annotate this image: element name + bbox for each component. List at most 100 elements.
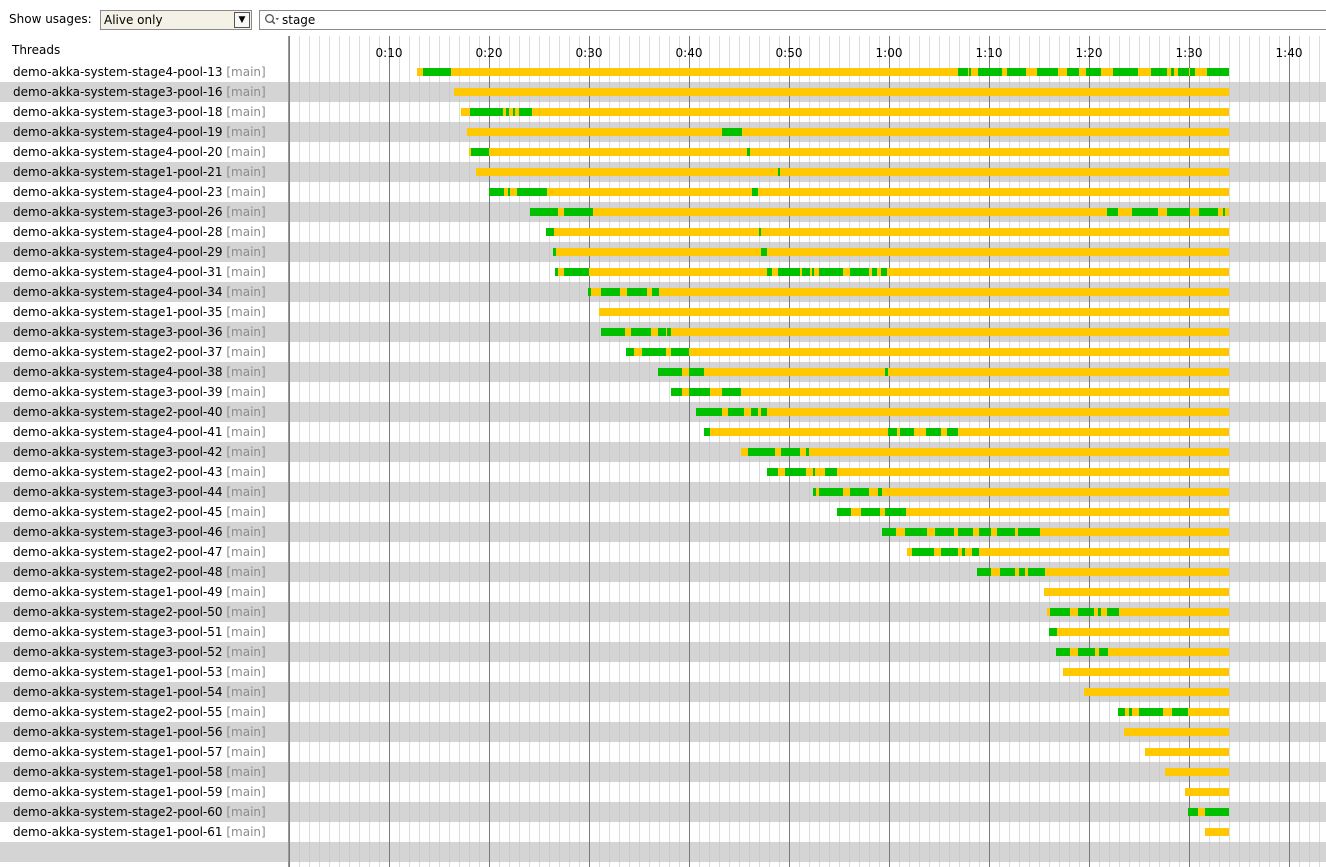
thread-waiting-bar[interactable] <box>1205 828 1229 836</box>
thread-running-segment[interactable] <box>1118 708 1125 716</box>
thread-running-segment[interactable] <box>767 468 778 476</box>
thread-row-label[interactable]: demo-akka-system-stage2-pool-45 [main] <box>13 502 266 522</box>
thread-running-segment[interactable] <box>722 128 742 136</box>
thread-running-segment[interactable] <box>813 488 816 496</box>
thread-waiting-bar[interactable] <box>671 388 1229 396</box>
thread-row-label[interactable]: demo-akka-system-stage4-pool-29 [main] <box>13 242 266 262</box>
thread-waiting-bar[interactable] <box>1056 648 1229 656</box>
thread-row-label[interactable]: demo-akka-system-stage4-pool-19 [main] <box>13 122 266 142</box>
thread-running-segment[interactable] <box>759 228 761 236</box>
thread-row-label[interactable]: demo-akka-system-stage4-pool-13 [main] <box>13 62 266 82</box>
thread-running-segment[interactable] <box>888 428 897 436</box>
thread-running-segment[interactable] <box>878 488 882 496</box>
thread-row-label[interactable]: demo-akka-system-stage1-pool-35 [main] <box>13 302 266 322</box>
thread-waiting-bar[interactable] <box>467 128 1229 136</box>
thread-running-segment[interactable] <box>802 268 810 276</box>
thread-row-label[interactable]: demo-akka-system-stage1-pool-54 [main] <box>13 682 266 702</box>
thread-row-label[interactable]: demo-akka-system-stage3-pool-46 [main] <box>13 522 266 542</box>
thread-running-segment[interactable] <box>767 268 772 276</box>
thread-running-segment[interactable] <box>1049 628 1057 636</box>
thread-running-segment[interactable] <box>1132 208 1158 216</box>
thread-running-segment[interactable] <box>813 468 815 476</box>
thread-row-label[interactable]: demo-akka-system-stage3-pool-18 [main] <box>13 102 266 122</box>
thread-row-label[interactable]: demo-akka-system-stage4-pool-23 [main] <box>13 182 266 202</box>
thread-running-segment[interactable] <box>564 208 593 216</box>
thread-running-segment[interactable] <box>1167 208 1190 216</box>
thread-waiting-bar[interactable] <box>1063 668 1229 676</box>
thread-row-label[interactable]: demo-akka-system-stage1-pool-53 [main] <box>13 662 266 682</box>
thread-running-segment[interactable] <box>1172 708 1188 716</box>
thread-running-segment[interactable] <box>517 188 547 196</box>
thread-running-segment[interactable] <box>1067 68 1079 76</box>
thread-running-segment[interactable] <box>658 328 666 336</box>
thread-waiting-bar[interactable] <box>977 568 1229 576</box>
thread-running-segment[interactable] <box>972 548 979 556</box>
thread-row-label[interactable]: demo-akka-system-stage3-pool-26 [main] <box>13 202 266 222</box>
thread-row-label[interactable]: demo-akka-system-stage2-pool-47 [main] <box>13 542 266 562</box>
thread-running-segment[interactable] <box>728 408 744 416</box>
thread-running-segment[interactable] <box>1056 648 1070 656</box>
thread-row-label[interactable]: demo-akka-system-stage3-pool-42 [main] <box>13 442 266 462</box>
thread-running-segment[interactable] <box>588 288 591 296</box>
thread-running-segment[interactable] <box>1113 68 1138 76</box>
thread-waiting-bar[interactable] <box>489 188 1229 196</box>
thread-row-label[interactable]: demo-akka-system-stage2-pool-60 [main] <box>13 802 266 822</box>
thread-waiting-bar[interactable] <box>882 528 1229 536</box>
thread-running-segment[interactable] <box>850 268 869 276</box>
thread-running-segment[interactable] <box>785 468 806 476</box>
thread-running-segment[interactable] <box>900 428 914 436</box>
thread-running-segment[interactable] <box>652 288 659 296</box>
thread-row-label[interactable]: demo-akka-system-stage3-pool-51 [main] <box>13 622 266 642</box>
thread-row-label[interactable]: demo-akka-system-stage1-pool-59 [main] <box>13 782 266 802</box>
thread-waiting-bar[interactable] <box>1084 688 1229 696</box>
thread-row-label[interactable]: demo-akka-system-stage3-pool-36 [main] <box>13 322 266 342</box>
thread-running-segment[interactable] <box>530 208 558 216</box>
thread-running-segment[interactable] <box>819 488 843 496</box>
thread-running-segment[interactable] <box>947 428 958 436</box>
thread-running-segment[interactable] <box>935 528 954 536</box>
thread-row-label[interactable]: demo-akka-system-stage2-pool-50 [main] <box>13 602 266 622</box>
thread-waiting-bar[interactable] <box>454 88 1229 96</box>
thread-running-segment[interactable] <box>471 148 489 156</box>
thread-row-label[interactable]: demo-akka-system-stage2-pool-37 [main] <box>13 342 266 362</box>
usage-filter-dropdown[interactable]: Alive only ▼ <box>100 10 252 30</box>
thread-running-segment[interactable] <box>1129 708 1132 716</box>
thread-row-label[interactable]: demo-akka-system-stage3-pool-52 [main] <box>13 642 266 662</box>
thread-running-segment[interactable] <box>553 248 556 256</box>
thread-running-segment[interactable] <box>1028 568 1045 576</box>
thread-row-label[interactable]: demo-akka-system-stage1-pool-49 [main] <box>13 582 266 602</box>
thread-row-label[interactable]: demo-akka-system-stage4-pool-31 [main] <box>13 262 266 282</box>
thread-row-label[interactable]: demo-akka-system-stage1-pool-61 [main] <box>13 822 266 842</box>
thread-running-segment[interactable] <box>941 548 958 556</box>
thread-row-label[interactable]: demo-akka-system-stage2-pool-40 [main] <box>13 402 266 422</box>
thread-running-segment[interactable] <box>513 108 515 116</box>
thread-row-label[interactable]: demo-akka-system-stage3-pool-16 [main] <box>13 82 266 102</box>
thread-running-segment[interactable] <box>1151 68 1167 76</box>
thread-running-segment[interactable] <box>872 268 877 276</box>
thread-waiting-bar[interactable] <box>626 348 1229 356</box>
thread-running-segment[interactable] <box>1107 208 1118 216</box>
thread-waiting-bar[interactable] <box>1044 588 1229 596</box>
thread-row-label[interactable]: demo-akka-system-stage1-pool-58 [main] <box>13 762 266 782</box>
thread-waiting-bar[interactable] <box>546 228 1229 236</box>
thread-running-segment[interactable] <box>979 528 991 536</box>
thread-running-segment[interactable] <box>1190 68 1195 76</box>
thread-running-segment[interactable] <box>926 428 941 436</box>
thread-waiting-bar[interactable] <box>837 508 1229 516</box>
thread-running-segment[interactable] <box>1078 608 1094 616</box>
thread-running-segment[interactable] <box>850 488 869 496</box>
thread-row-label[interactable]: demo-akka-system-stage1-pool-56 [main] <box>13 722 266 742</box>
thread-waiting-bar[interactable] <box>1124 728 1229 736</box>
thread-running-segment[interactable] <box>997 528 1015 536</box>
thread-running-segment[interactable] <box>1037 68 1058 76</box>
thread-running-segment[interactable] <box>881 268 887 276</box>
thread-running-segment[interactable] <box>667 328 671 336</box>
search-box[interactable] <box>259 10 1326 30</box>
thread-row-label[interactable]: demo-akka-system-stage1-pool-21 [main] <box>13 162 266 182</box>
thread-running-segment[interactable] <box>1098 608 1101 616</box>
thread-running-segment[interactable] <box>1019 568 1025 576</box>
thread-waiting-bar[interactable] <box>461 108 1229 116</box>
thread-running-segment[interactable] <box>1007 68 1026 76</box>
thread-row-label[interactable]: demo-akka-system-stage4-pool-28 [main] <box>13 222 266 242</box>
thread-running-segment[interactable] <box>658 368 682 376</box>
